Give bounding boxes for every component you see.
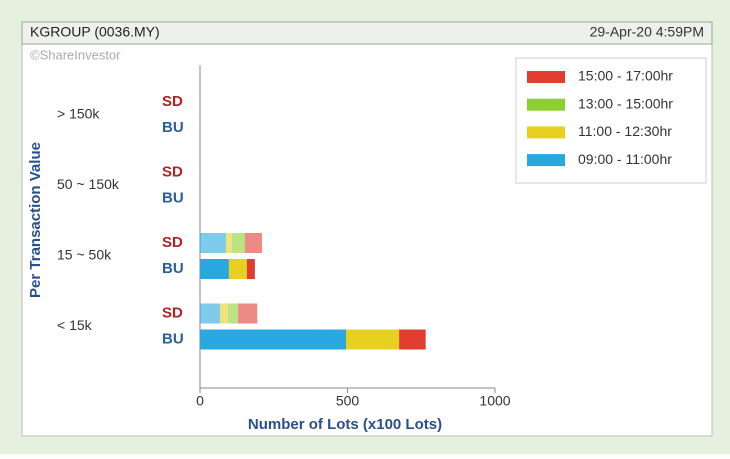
legend-label: 13:00 - 15:00hr <box>578 95 673 111</box>
bar-segment <box>399 329 426 350</box>
sub-category-label: SD <box>162 93 183 110</box>
legend-label: 11:00 - 12:30hr <box>578 123 672 139</box>
category-label: < 15k <box>57 317 93 333</box>
x-tick-label: 0 <box>196 393 204 409</box>
category-label: 15 ~ 50k <box>57 247 112 263</box>
header-title: KGROUP (0036.MY) <box>30 24 160 40</box>
header-bar <box>21 21 713 45</box>
bar-segment <box>200 233 226 253</box>
bar-segment <box>246 259 255 279</box>
sub-category-label: SD <box>162 304 183 321</box>
bar-segment <box>346 329 400 350</box>
bar-segment <box>228 259 247 279</box>
header-timestamp: 29-Apr-20 4:59PM <box>590 24 704 40</box>
bar-segment <box>228 303 239 324</box>
sub-category-label: BU <box>162 119 184 136</box>
bar-segment <box>244 233 262 253</box>
bar-segment <box>225 233 232 253</box>
x-tick-label: 500 <box>336 393 360 409</box>
legend-swatch <box>527 71 565 83</box>
y-axis-title: Per Transaction Value <box>27 142 44 298</box>
sub-category-label: SD <box>162 163 183 180</box>
bar-segment <box>200 259 229 279</box>
category-label: 50 ~ 150k <box>57 176 120 192</box>
sub-category-label: BU <box>162 330 184 347</box>
bar-segment <box>231 233 245 253</box>
bar-segment <box>200 329 347 350</box>
x-tick-label: 1000 <box>479 393 510 409</box>
bar-segment <box>200 303 221 324</box>
legend-label: 15:00 - 17:00hr <box>578 68 673 84</box>
bar-segment <box>238 303 258 324</box>
sub-category-label: BU <box>162 260 184 277</box>
legend-swatch <box>527 126 565 139</box>
legend-label: 09:00 - 11:00hr <box>578 151 672 167</box>
watermark: ©ShareInvestor <box>30 47 121 62</box>
sub-category-label: SD <box>162 234 183 251</box>
x-axis-title: Number of Lots (x100 Lots) <box>248 416 442 433</box>
sub-category-label: BU <box>162 189 184 206</box>
bar-segment <box>220 303 229 324</box>
legend-swatch <box>527 98 565 111</box>
category-label: > 150k <box>57 106 100 122</box>
legend-swatch <box>527 154 565 167</box>
